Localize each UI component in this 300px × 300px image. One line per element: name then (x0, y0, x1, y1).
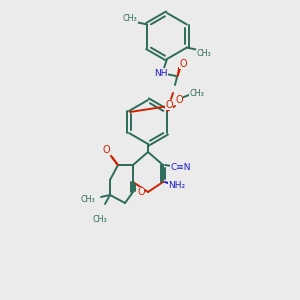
Text: O: O (175, 95, 183, 105)
Text: O: O (102, 145, 110, 155)
Text: CH₃: CH₃ (93, 214, 107, 224)
Text: CH₃: CH₃ (81, 196, 95, 205)
Text: O: O (137, 187, 145, 197)
Text: NH: NH (154, 68, 168, 77)
Text: C≡N: C≡N (171, 163, 191, 172)
Text: CH₃: CH₃ (190, 88, 204, 98)
Text: O: O (179, 59, 187, 69)
Text: CH₃: CH₃ (196, 49, 211, 58)
Text: CH₃: CH₃ (123, 14, 137, 23)
Text: O: O (165, 100, 173, 110)
Text: NH₂: NH₂ (168, 181, 186, 190)
